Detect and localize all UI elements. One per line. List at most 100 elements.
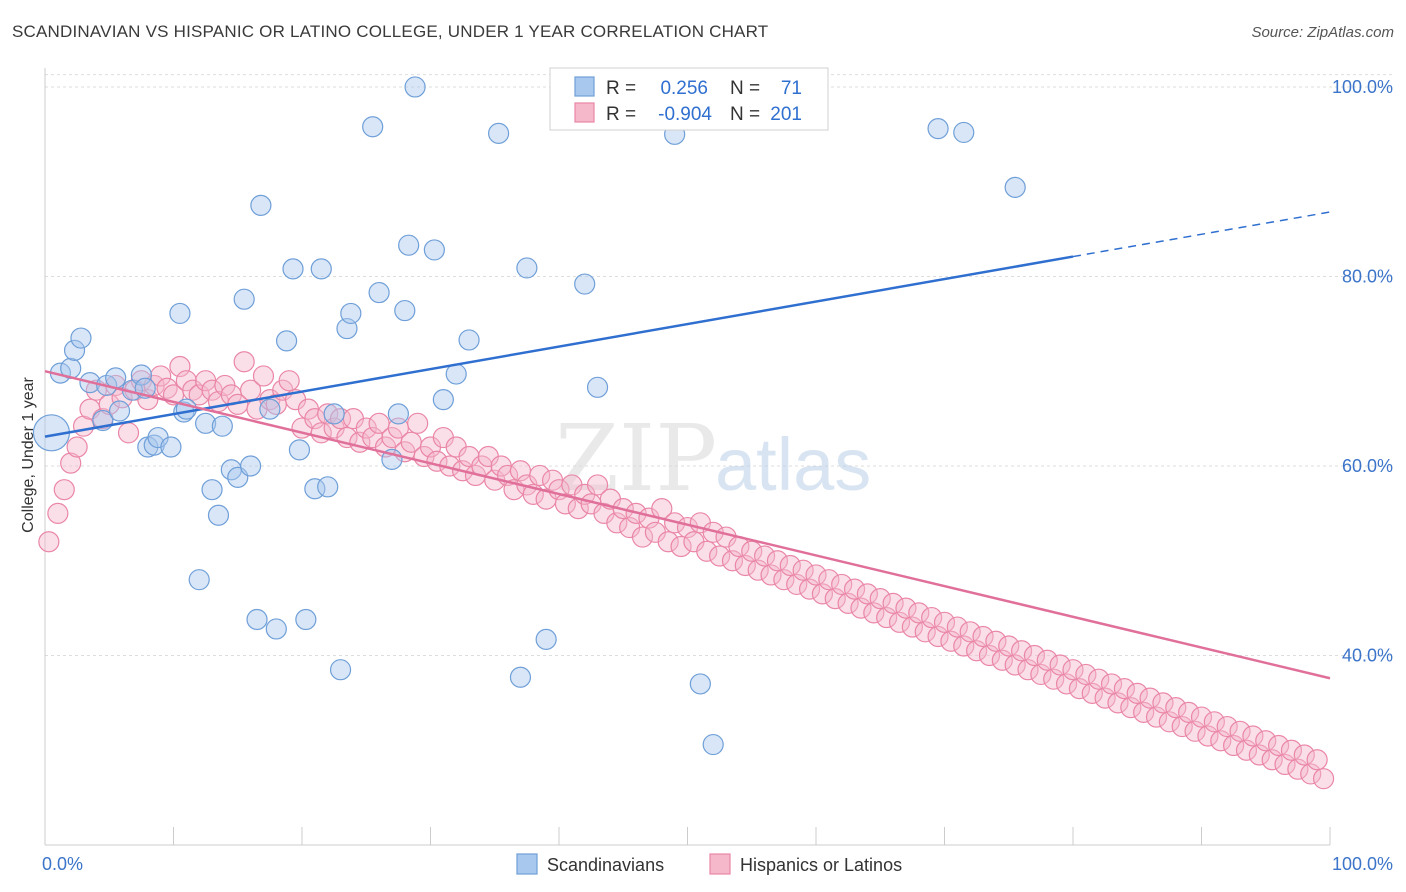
hispanics-point [953, 635, 975, 657]
legend-n-value-2: 201 [770, 104, 802, 125]
hispanics-point [1081, 682, 1103, 704]
hispanics-point [779, 554, 801, 577]
hispanics-point [998, 635, 1020, 657]
hispanics-point [252, 365, 275, 387]
hispanics-point [1126, 682, 1148, 704]
hispanics-point [1293, 744, 1315, 766]
hispanics-point [818, 569, 840, 591]
hispanics-point [554, 493, 577, 515]
hispanics-point [1216, 715, 1238, 738]
hispanics-point [843, 578, 866, 600]
hispanics-point [1145, 706, 1168, 728]
legend-n-label-1: N = [730, 78, 760, 99]
hispanics-point [53, 479, 75, 501]
hispanics-point [1004, 654, 1026, 676]
hispanics-point [972, 625, 994, 648]
scandinavians-point [130, 364, 152, 386]
hispanics-point [888, 611, 911, 633]
hispanics-point [882, 592, 904, 614]
scandinavians-point [207, 504, 230, 526]
scandinavians-point [282, 258, 304, 280]
hispanics-point [1306, 749, 1328, 771]
x-tick-labels: 0.0% 100.0% [42, 854, 1393, 874]
hispanics-point [1100, 673, 1123, 695]
scandinavians-point [398, 234, 420, 256]
hispanics-point [959, 621, 981, 643]
scandinavians-point [340, 302, 362, 325]
legend-n-label-2: N = [730, 104, 760, 125]
scandinavians-trend-line [44, 255, 1074, 438]
scandinavians-point [323, 403, 345, 425]
hispanics-point [1210, 730, 1232, 752]
hispanics-point [824, 588, 846, 610]
hispanics-point [1171, 715, 1193, 738]
scandinavians-points [32, 76, 1026, 756]
hispanics-point [991, 649, 1013, 671]
hispanics-point [60, 452, 82, 474]
hispanics-point [1017, 659, 1039, 681]
hispanics-point [1094, 687, 1116, 709]
hispanics-point [1248, 744, 1270, 766]
hispanics-point [1184, 720, 1206, 742]
bottom-legend-label-hispanics: Hispanics or Latinos [740, 855, 902, 875]
scandinavians-point [423, 239, 445, 261]
hispanics-point [946, 616, 968, 638]
scandinavians-point [509, 666, 532, 688]
hispanics-point [850, 597, 872, 619]
hispanics-point [766, 550, 789, 572]
hispanics-point [837, 592, 859, 614]
scandinavians-point [188, 569, 210, 591]
hispanics-point [657, 531, 679, 553]
legend-r-value-2: -0.904 [658, 104, 712, 125]
hispanics-point [709, 545, 731, 567]
hispanics-point [169, 355, 191, 378]
legend-n-value-1: 71 [781, 78, 802, 99]
hispanics-point [38, 531, 60, 553]
hispanics-point [1229, 720, 1251, 742]
hispanics-point [1088, 668, 1110, 690]
bottom-legend-label-scandinavians: Scandinavians [547, 855, 664, 875]
hispanics-point [876, 606, 898, 629]
scandinavians-point [574, 273, 596, 295]
hispanics-point [278, 370, 300, 392]
hispanics-point [933, 611, 956, 633]
hispanics-point [1010, 640, 1033, 662]
chart-source: Source: ZipAtlas.com [1251, 24, 1394, 41]
hispanics-point [1203, 711, 1225, 733]
hispanics-point [66, 436, 88, 458]
legend-r-label-2: R = [606, 104, 636, 125]
scandinavians-trend-extension [1072, 211, 1331, 258]
y-axis-label: College, Under 1 year [20, 377, 37, 533]
scandinavians-point [70, 327, 92, 349]
scandinavians-point [535, 628, 557, 650]
hispanics-point [927, 625, 949, 648]
scandinavians-point [516, 257, 538, 279]
hispanics-point [773, 569, 795, 591]
hispanics-point [1023, 644, 1046, 667]
hispanics-point [529, 464, 551, 487]
hispanics-point [786, 573, 808, 596]
hispanics-point [721, 550, 744, 572]
scandinavians-point [250, 194, 272, 216]
scandinavians-point [368, 281, 390, 304]
hispanics-point [805, 564, 827, 586]
watermark: ZIP atlas [555, 405, 871, 512]
hispanics-point [1068, 678, 1091, 700]
x-tick-label-start: 0.0% [42, 854, 83, 874]
scandinavians-point [240, 455, 262, 477]
scandinavians-point [160, 436, 182, 458]
hispanics-point [792, 559, 814, 581]
hispanics-point [1152, 692, 1174, 714]
scandinavians-point [387, 403, 409, 425]
scandinavians-point [689, 673, 711, 695]
bottom-legend: Scandinavians Hispanics or Latinos [516, 853, 902, 875]
watermark-atlas: atlas [715, 423, 871, 506]
hispanics-point [1178, 701, 1200, 723]
hispanics-point [1036, 649, 1058, 671]
y-tick-label: 80.0% [1342, 266, 1393, 286]
hispanics-point [966, 640, 988, 662]
hispanics-point [831, 573, 853, 596]
hispanics-point [98, 393, 120, 415]
hispanics-point [1139, 687, 1161, 709]
